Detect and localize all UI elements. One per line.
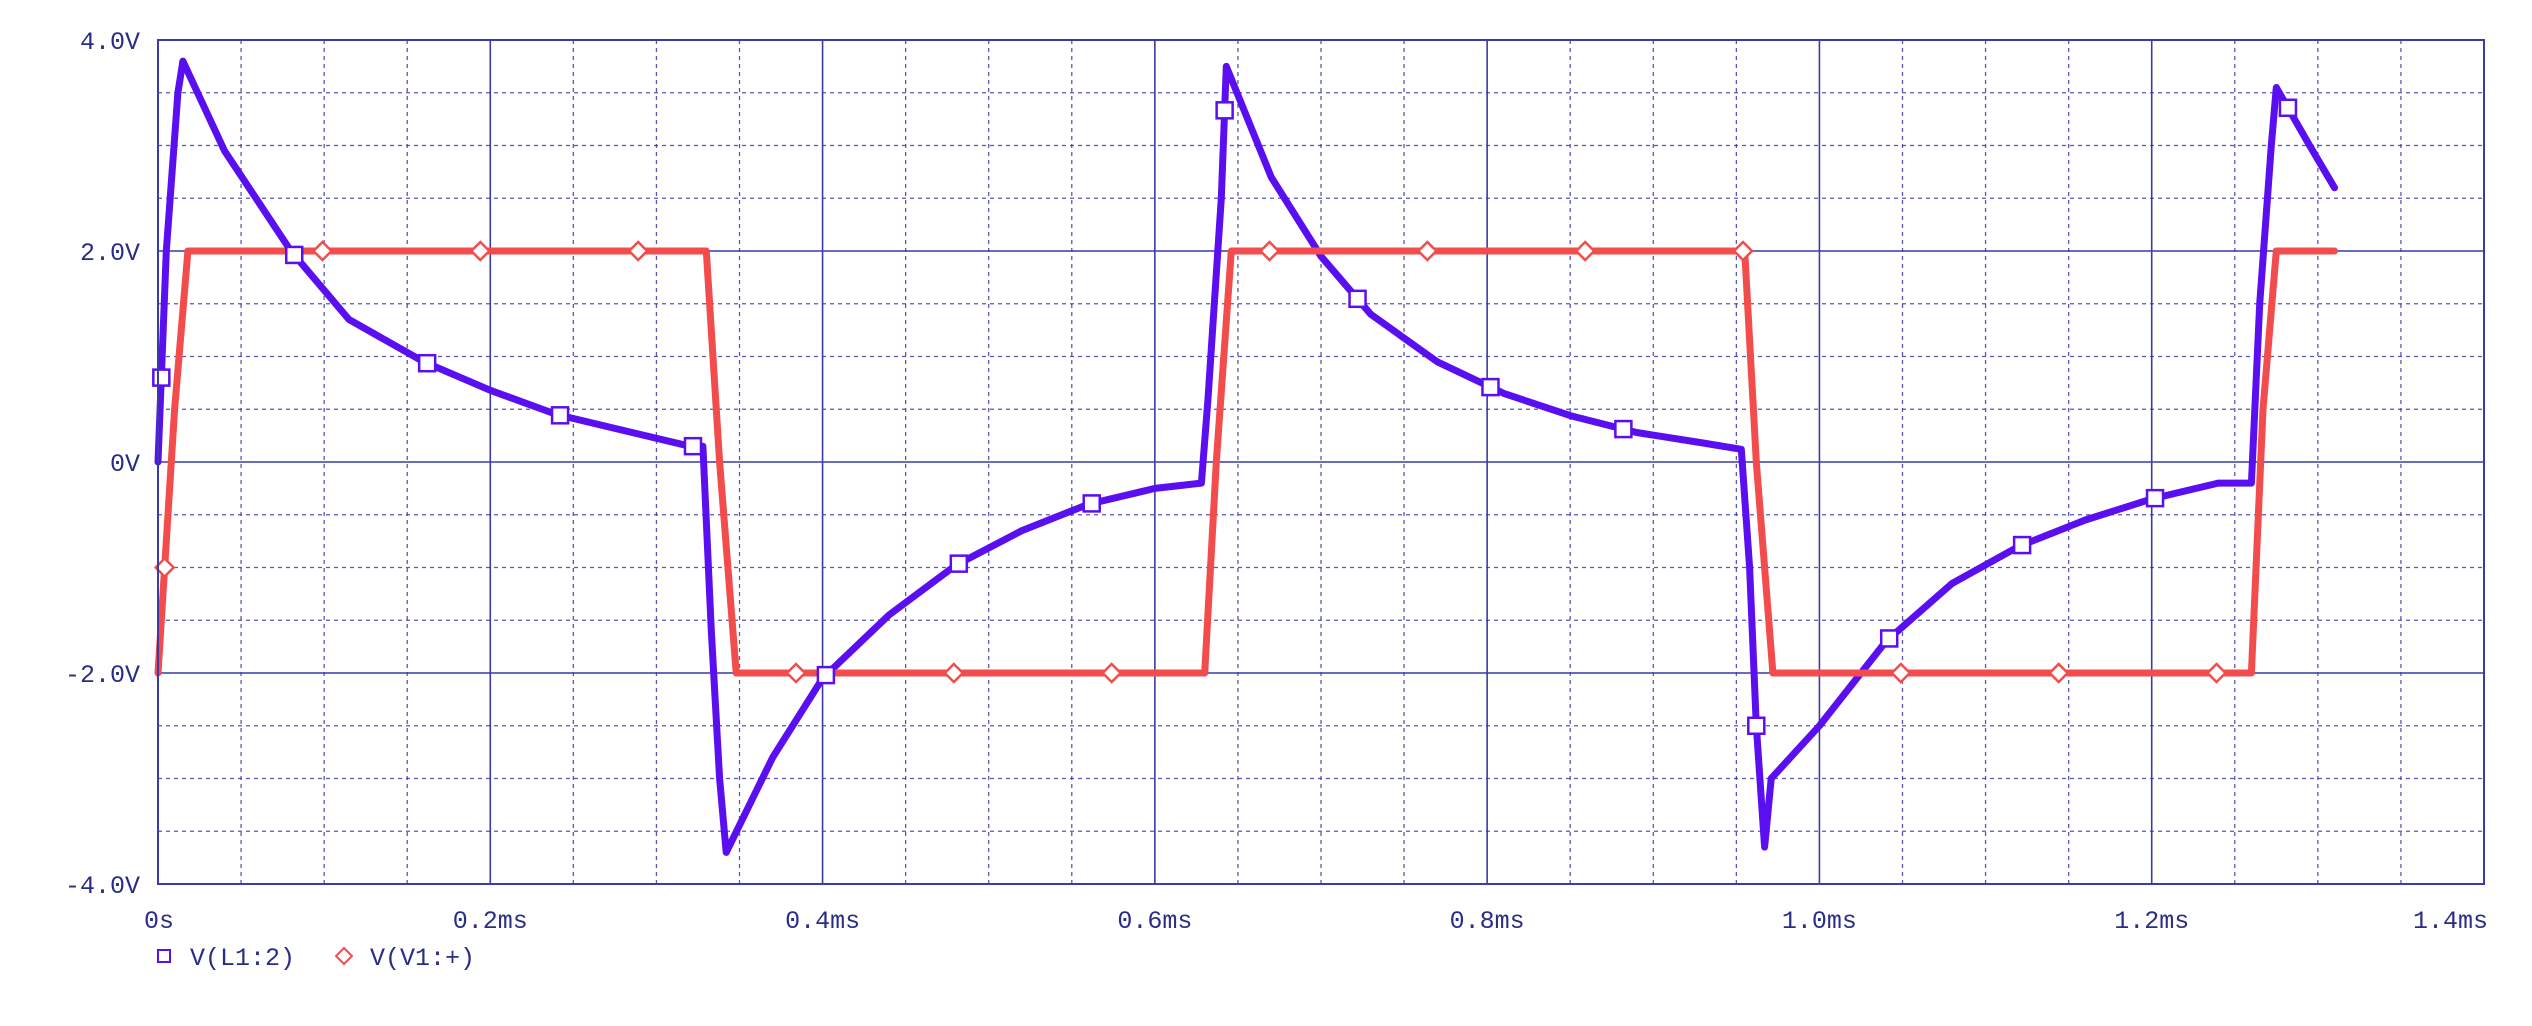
data-point-marker: [1100, 662, 1123, 684]
data-point-marker: [2012, 535, 2032, 555]
series-line-2: [154, 247, 2338, 677]
y-axis-ticks: 4.0V 2.0V 0V -2.0V -4.0V: [65, 28, 140, 901]
data-point-marker: [627, 240, 649, 262]
data-point-marker: [785, 662, 807, 684]
legend: V(L1:2) V(V1:+): [157, 944, 475, 973]
data-point-marker: [284, 245, 304, 265]
data-point-marker: [1879, 629, 1899, 648]
y-tick-label: -4.0V: [65, 872, 140, 901]
y-tick-label: 4.0V: [80, 28, 140, 57]
data-point-marker: [311, 240, 334, 262]
data-point-marker: [1082, 494, 1101, 513]
x-tick-label: 1.2ms: [2114, 907, 2189, 936]
x-tick-label: 0s: [144, 907, 174, 936]
data-point-marker: [2145, 488, 2165, 508]
x-tick-label: 1.0ms: [1782, 907, 1857, 936]
data-point-marker: [1890, 662, 1912, 684]
x-tick-label: 0.8ms: [1450, 907, 1525, 936]
plot-border: [157, 39, 2485, 885]
data-point-marker: [1481, 377, 1500, 397]
x-tick-label: 0.2ms: [453, 907, 528, 936]
x-tick-label: 0.4ms: [785, 907, 860, 936]
data-point-marker: [1732, 240, 1754, 262]
data-point-marker: [816, 665, 836, 685]
legend-label: V(L1:2): [190, 944, 295, 973]
data-point-marker: [417, 353, 437, 373]
data-point-marker: [1348, 289, 1367, 309]
data-point-marker: [949, 554, 969, 573]
data-point-marker: [1614, 419, 1633, 439]
x-axis-ticks: 0s 0.2ms 0.4ms 0.6ms 0.8ms 1.0ms 1.2ms 1.4ms: [144, 907, 2488, 936]
data-point-marker: [2278, 98, 2298, 118]
data-point-marker: [2047, 662, 2070, 684]
plot-series: [152, 57, 2338, 856]
data-point-marker: [1215, 101, 1234, 120]
data-point-marker: [683, 436, 703, 456]
x-tick-label: 1.4ms: [2413, 907, 2488, 936]
data-point-marker: [1258, 240, 1281, 262]
y-tick-label: 2.0V: [80, 239, 140, 268]
legend-square-icon: [157, 949, 171, 963]
data-point-marker: [943, 662, 965, 684]
data-point-marker: [1574, 240, 1596, 262]
plot-grid: [158, 40, 2484, 884]
series-line-1: [154, 57, 2338, 856]
legend-label: V(V1:+): [370, 944, 475, 973]
data-point-marker: [152, 368, 171, 387]
legend-diamond-icon: [334, 946, 354, 966]
x-tick-label: 0.6ms: [1117, 907, 1192, 936]
data-point-marker: [469, 240, 492, 262]
data-point-marker: [550, 406, 570, 425]
data-point-marker: [1416, 240, 1439, 262]
data-point-marker: [1747, 716, 1766, 735]
y-tick-label: 0V: [110, 450, 140, 479]
y-tick-label: -2.0V: [65, 661, 140, 690]
data-point-marker: [2205, 662, 2228, 684]
